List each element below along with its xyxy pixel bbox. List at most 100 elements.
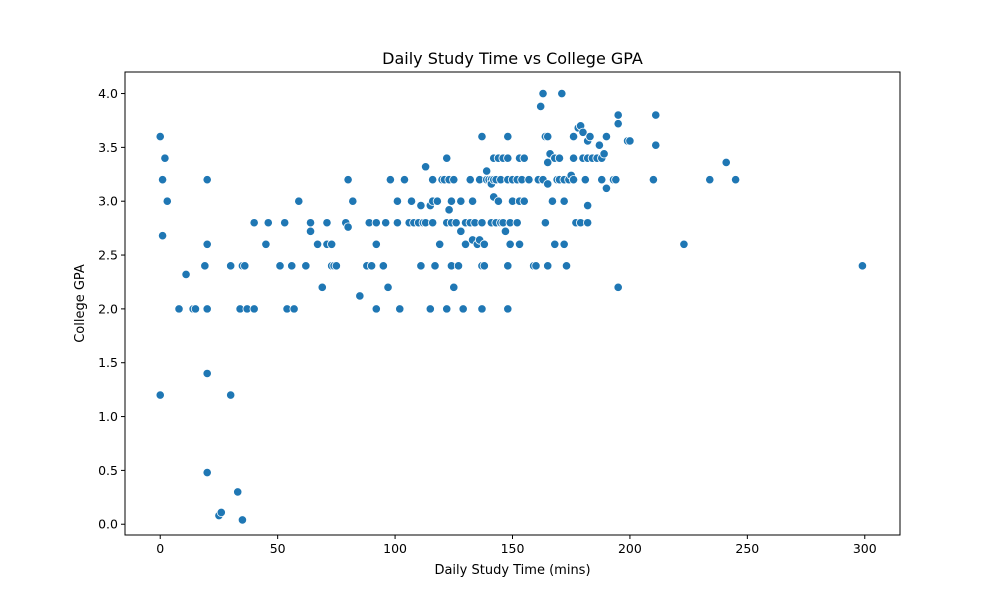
y-tick-label: 1.0 [98, 409, 118, 424]
data-point [705, 175, 715, 185]
data-point [385, 175, 395, 185]
data-point [613, 282, 623, 292]
data-point [449, 175, 459, 185]
data-point [381, 218, 391, 228]
data-point [625, 136, 635, 146]
data-point [543, 261, 553, 271]
data-point [479, 239, 489, 249]
data-point [383, 282, 393, 292]
data-point [601, 183, 612, 193]
data-point [416, 200, 426, 211]
data-point [651, 110, 661, 120]
y-tick-label: 2.5 [98, 248, 118, 263]
data-point [435, 239, 445, 249]
data-point [721, 157, 731, 168]
data-point [263, 218, 273, 228]
x-tick-label: 100 [383, 541, 407, 556]
data-point [679, 239, 689, 249]
data-point [155, 132, 165, 142]
y-tick-label: 3.5 [98, 140, 118, 155]
data-point [599, 149, 609, 159]
data-point [280, 218, 290, 228]
data-point [399, 175, 410, 185]
data-point [613, 119, 623, 129]
data-point [343, 222, 353, 232]
data-point [477, 304, 487, 314]
y-tick-label: 0.0 [98, 517, 118, 532]
plot-frame [124, 71, 901, 536]
data-point [181, 269, 191, 280]
data-point [559, 239, 569, 249]
data-point [287, 261, 297, 271]
data-point [202, 368, 212, 379]
data-point [503, 153, 513, 163]
data-point [453, 261, 464, 271]
data-point [580, 175, 590, 185]
data-point [543, 179, 553, 189]
data-point [559, 196, 569, 206]
y-tick-label: 4.0 [98, 86, 118, 101]
data-point [611, 175, 621, 185]
x-tick-label: 250 [735, 541, 759, 556]
data-point [554, 153, 565, 163]
data-point [444, 205, 454, 215]
data-point [425, 304, 435, 314]
data-point [392, 196, 403, 206]
data-point [446, 196, 457, 206]
y-tick-label: 2.0 [98, 301, 118, 316]
data-point [550, 239, 560, 249]
data-point [392, 218, 403, 228]
data-point [174, 304, 184, 314]
data-point [477, 218, 487, 228]
x-tick-label: 150 [501, 541, 525, 556]
y-tick-label: 3.0 [98, 194, 118, 209]
data-point [561, 261, 572, 271]
data-point [547, 196, 558, 206]
data-point [226, 261, 236, 271]
data-point [568, 175, 579, 185]
data-point [327, 239, 337, 249]
data-point [479, 261, 489, 271]
data-point [305, 226, 316, 236]
data-point [371, 239, 381, 249]
data-point [531, 261, 541, 271]
x-axis: 0 50 100 150 200 250 300 [156, 535, 877, 556]
data-point [857, 261, 868, 271]
data-point [467, 196, 478, 206]
data-point [378, 261, 388, 271]
data-point [275, 261, 285, 271]
data-point [519, 153, 529, 163]
data-point [240, 261, 250, 271]
data-point [477, 132, 487, 142]
points-layer [155, 88, 868, 525]
data-point [305, 218, 316, 228]
data-point [451, 218, 461, 228]
chart-title: Daily Study Time vs College GPA [382, 49, 643, 68]
data-point [514, 239, 525, 249]
data-point [395, 304, 405, 314]
data-point [519, 196, 529, 206]
data-point [456, 226, 466, 236]
data-point [594, 140, 604, 150]
data-point [157, 231, 168, 241]
data-point [578, 127, 588, 137]
data-point [651, 140, 661, 150]
data-point [597, 175, 607, 185]
data-point [216, 507, 226, 517]
data-point [613, 110, 623, 120]
data-point [430, 261, 440, 271]
x-axis-label: Daily Study Time (mins) [434, 563, 590, 578]
data-point [190, 304, 201, 314]
data-point [543, 132, 553, 142]
data-point [583, 200, 593, 211]
data-point [331, 261, 341, 271]
y-axis-label: College GPA [73, 264, 88, 343]
data-point [585, 132, 595, 142]
y-tick-label: 0.5 [98, 463, 118, 478]
data-point [343, 175, 353, 185]
data-point [601, 132, 612, 142]
data-point [371, 304, 381, 314]
data-point [322, 218, 332, 228]
data-point [202, 467, 212, 478]
